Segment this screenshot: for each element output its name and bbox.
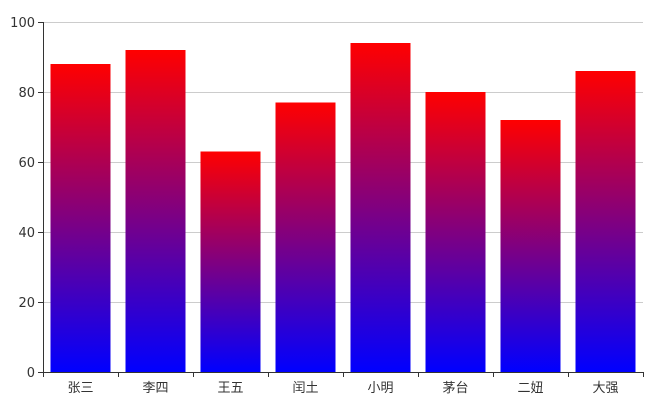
y-tick-label: 0	[27, 366, 35, 381]
x-tick-label: 二妞	[517, 381, 543, 396]
x-tick-label: 李四	[142, 381, 168, 396]
bar-4[interactable]	[275, 102, 336, 373]
tick-labels: 0 20 40 60 80 100 张三 李四 王五 闰土 小明 茅台 二妞 大强	[10, 16, 618, 396]
bar-3[interactable]	[200, 151, 261, 373]
bar-1[interactable]	[50, 64, 111, 372]
bar-8[interactable]	[575, 71, 636, 372]
y-tick-label: 80	[18, 86, 35, 101]
x-tick-label: 张三	[67, 381, 93, 396]
bar-2[interactable]	[125, 50, 186, 372]
bar-5[interactable]	[350, 43, 411, 372]
y-tick-label: 20	[18, 296, 35, 311]
y-tick-label: 40	[18, 226, 35, 241]
y-tick-label: 60	[18, 156, 35, 171]
x-tick-label: 大强	[592, 381, 618, 396]
x-tick-label: 小明	[367, 381, 393, 396]
axes	[38, 22, 644, 377]
x-tick-label: 王五	[217, 381, 243, 396]
bar-7[interactable]	[500, 120, 561, 372]
x-tick-label: 茅台	[442, 381, 468, 396]
bars	[50, 43, 636, 373]
y-tick-label: 100	[10, 16, 35, 31]
bar-6[interactable]	[425, 92, 486, 372]
x-tick-label: 闰土	[292, 381, 318, 396]
